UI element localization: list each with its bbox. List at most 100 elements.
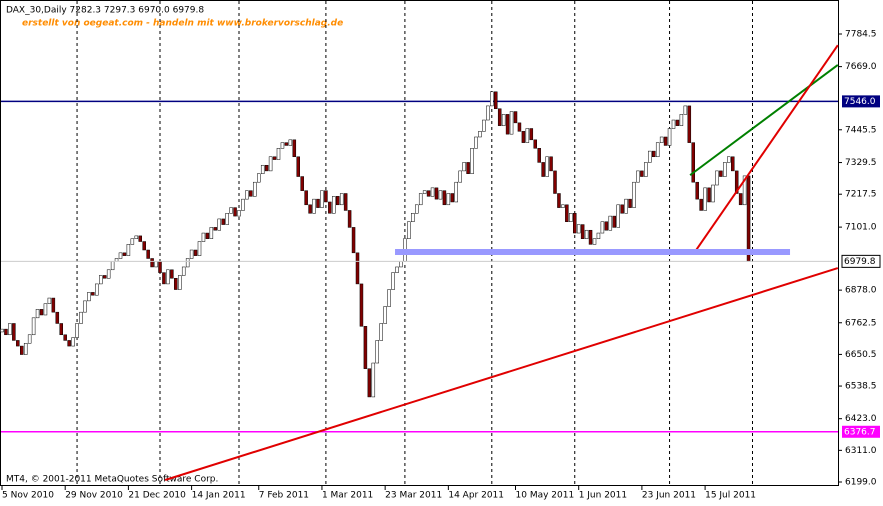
- y-tick-label: 7329.5: [845, 158, 877, 168]
- candle: [474, 136, 478, 149]
- candle: [71, 337, 75, 347]
- candle: [91, 292, 95, 296]
- candle: [95, 283, 99, 296]
- candle: [486, 105, 490, 121]
- candle: [632, 181, 636, 208]
- candle: [126, 244, 131, 256]
- candle: [723, 162, 727, 177]
- candle: [0, 328, 4, 333]
- candle: [517, 122, 522, 132]
- candle: [312, 198, 316, 214]
- candle: [537, 148, 541, 163]
- candle: [490, 91, 494, 107]
- candle: [742, 175, 747, 206]
- candle: [20, 345, 24, 355]
- candle: [450, 193, 455, 203]
- candle: [683, 105, 688, 115]
- candle: [687, 105, 692, 143]
- candle: [699, 198, 703, 211]
- candle: [328, 201, 332, 214]
- candle: [505, 114, 510, 135]
- candle: [83, 300, 87, 313]
- candle: [249, 190, 253, 197]
- y-tick-label: 7445.5: [845, 125, 877, 135]
- candle: [260, 164, 265, 174]
- candle: [746, 175, 751, 262]
- candle: [355, 252, 360, 285]
- candle: [695, 181, 699, 200]
- last-price-bg: [841, 254, 881, 268]
- candle: [39, 309, 44, 316]
- candle: [557, 193, 561, 208]
- candle: [304, 190, 308, 206]
- candle: [158, 261, 162, 273]
- candle: [430, 187, 435, 197]
- watermark: erstellt von oegeat.com - handeln mit ww…: [22, 19, 343, 29]
- candle: [715, 170, 719, 186]
- candle: [371, 362, 376, 398]
- x-tick-label: 14 Jan 2011: [192, 491, 246, 501]
- x-tick-label: 23 Jun 2011: [642, 491, 696, 501]
- candle: [640, 170, 644, 177]
- candle: [655, 142, 660, 158]
- y-tick-label: 7669.0: [845, 62, 877, 72]
- candle: [470, 148, 474, 174]
- candle: [584, 229, 589, 239]
- candle: [118, 252, 123, 259]
- candle: [620, 204, 624, 214]
- candle: [719, 170, 723, 177]
- candle: [458, 170, 462, 183]
- last-price-label: 6979.8: [844, 257, 876, 267]
- candle: [671, 119, 676, 129]
- candle: [679, 114, 684, 126]
- candle: [185, 258, 190, 268]
- candle: [600, 221, 605, 234]
- y-tick-label: 6762.5: [845, 318, 877, 328]
- y-tick-label: 7784.5: [845, 29, 877, 39]
- candle: [4, 328, 8, 336]
- candle: [525, 128, 530, 143]
- candle: [628, 198, 632, 208]
- candle: [174, 278, 178, 290]
- candle: [268, 156, 273, 172]
- candle: [213, 227, 218, 231]
- candle: [43, 303, 48, 316]
- candle: [134, 235, 139, 239]
- candle: [241, 198, 245, 211]
- candle: [391, 272, 395, 290]
- candle: [375, 340, 379, 364]
- candle: [75, 323, 79, 338]
- candle: [624, 198, 628, 214]
- candle: [257, 173, 261, 183]
- x-tick-label: 10 May 2011: [516, 491, 575, 501]
- candle: [363, 326, 368, 369]
- y-tick-label: 6650.5: [845, 350, 877, 360]
- candle: [616, 204, 620, 228]
- candle: [691, 142, 695, 183]
- candle: [209, 227, 214, 239]
- candle: [229, 207, 233, 214]
- candle: [612, 215, 616, 228]
- x-tick-label: 1 Mar 2011: [322, 491, 373, 501]
- candle: [367, 368, 372, 398]
- candle: [324, 190, 328, 203]
- candle: [592, 238, 597, 245]
- candle: [541, 162, 545, 177]
- candle: [561, 204, 565, 208]
- candle: [276, 148, 281, 160]
- candle: [154, 261, 158, 268]
- candle: [138, 235, 142, 242]
- y-tick-label: 6311.0: [845, 446, 877, 456]
- candle: [142, 241, 146, 251]
- x-tick-label: 5 Nov 2010: [2, 491, 54, 501]
- candle: [170, 269, 174, 279]
- candle: [707, 187, 711, 203]
- x-tick-label: 15 Jul 2011: [705, 491, 756, 501]
- candle: [422, 190, 427, 194]
- candle: [67, 340, 71, 347]
- y-tick-label: 6538.5: [845, 382, 877, 392]
- y-tick-label: 7217.5: [845, 190, 877, 200]
- level-label-bg: [842, 95, 880, 108]
- candle: [130, 238, 135, 245]
